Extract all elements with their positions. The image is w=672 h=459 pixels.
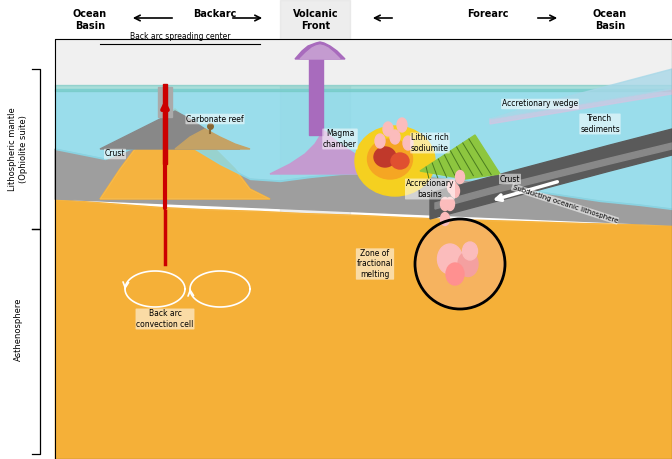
Polygon shape [100, 109, 270, 199]
Ellipse shape [458, 252, 478, 276]
Text: Asthenosphere: Asthenosphere [13, 297, 22, 361]
Polygon shape [270, 131, 380, 174]
Polygon shape [386, 129, 404, 161]
Text: Back arc spreading center: Back arc spreading center [130, 32, 230, 41]
Ellipse shape [403, 136, 413, 150]
Text: Accretionary
basins: Accretionary basins [406, 179, 454, 199]
Polygon shape [163, 84, 167, 164]
Text: Trench
sediments: Trench sediments [580, 114, 620, 134]
Text: Subducting oceanic lithosphere: Subducting oceanic lithosphere [511, 184, 618, 224]
Text: Crust: Crust [105, 150, 125, 158]
Text: Forearc: Forearc [467, 9, 509, 19]
Polygon shape [100, 111, 240, 149]
Ellipse shape [441, 213, 450, 225]
Text: Magma
chamber: Magma chamber [323, 129, 357, 149]
Text: Ocean
Basin: Ocean Basin [73, 9, 107, 31]
Ellipse shape [383, 122, 393, 136]
Ellipse shape [446, 197, 454, 211]
Polygon shape [55, 141, 672, 225]
Ellipse shape [391, 153, 409, 169]
Text: Accretionary wedge: Accretionary wedge [502, 100, 578, 108]
Polygon shape [490, 69, 672, 119]
Polygon shape [300, 45, 340, 59]
Polygon shape [158, 87, 172, 117]
Text: Zone of
fractional
melting: Zone of fractional melting [357, 249, 393, 279]
Text: Back arc
convection cell: Back arc convection cell [136, 309, 194, 329]
Ellipse shape [441, 197, 450, 211]
Text: Volcanic
Front: Volcanic Front [293, 9, 339, 31]
Text: Lithospheric mantle
(Ophiolite suite): Lithospheric mantle (Ophiolite suite) [8, 107, 28, 191]
Text: Lithic rich
sodiumite: Lithic rich sodiumite [411, 133, 449, 153]
Circle shape [416, 220, 504, 308]
Ellipse shape [397, 118, 407, 132]
Polygon shape [420, 135, 500, 179]
Polygon shape [175, 129, 250, 149]
Ellipse shape [375, 134, 385, 148]
Ellipse shape [450, 185, 460, 197]
Ellipse shape [355, 126, 435, 196]
Polygon shape [309, 49, 323, 135]
Polygon shape [430, 129, 672, 219]
Text: Carbonate reef: Carbonate reef [186, 114, 244, 123]
Ellipse shape [448, 180, 456, 194]
Text: Backarc: Backarc [194, 9, 237, 19]
Polygon shape [490, 89, 672, 124]
Ellipse shape [456, 170, 464, 184]
Polygon shape [295, 42, 345, 59]
Ellipse shape [437, 244, 462, 274]
Ellipse shape [368, 139, 413, 179]
Text: Ocean
Basin: Ocean Basin [593, 9, 627, 31]
Ellipse shape [462, 242, 478, 260]
Ellipse shape [446, 263, 464, 285]
Ellipse shape [374, 147, 396, 167]
Text: Crust: Crust [500, 174, 520, 184]
Ellipse shape [390, 130, 400, 144]
Polygon shape [100, 109, 270, 199]
Polygon shape [435, 143, 672, 209]
